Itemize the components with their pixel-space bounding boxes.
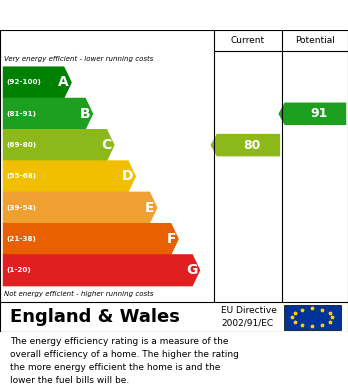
Text: F: F xyxy=(167,232,176,246)
Polygon shape xyxy=(3,129,115,161)
Text: A: A xyxy=(58,75,69,90)
Text: 91: 91 xyxy=(310,107,327,120)
Text: Energy Efficiency Rating: Energy Efficiency Rating xyxy=(10,7,213,23)
Text: EU Directive
2002/91/EC: EU Directive 2002/91/EC xyxy=(221,306,277,327)
Text: (21-38): (21-38) xyxy=(6,236,36,242)
Text: Not energy efficient - higher running costs: Not energy efficient - higher running co… xyxy=(4,291,154,297)
Text: G: G xyxy=(186,263,198,277)
Text: Potential: Potential xyxy=(295,36,335,45)
Text: Very energy efficient - lower running costs: Very energy efficient - lower running co… xyxy=(4,56,153,62)
Text: The energy efficiency rating is a measure of the
overall efficiency of a home. T: The energy efficiency rating is a measur… xyxy=(10,337,239,385)
Text: E: E xyxy=(145,201,155,215)
Polygon shape xyxy=(3,223,179,255)
Text: Current: Current xyxy=(231,36,265,45)
Bar xyxy=(284,305,341,330)
Text: C: C xyxy=(102,138,112,152)
Text: (1-20): (1-20) xyxy=(6,267,31,273)
Text: (92-100): (92-100) xyxy=(6,79,41,86)
Text: England & Wales: England & Wales xyxy=(10,308,180,326)
Polygon shape xyxy=(3,66,72,99)
Polygon shape xyxy=(3,98,93,130)
Text: B: B xyxy=(80,107,90,121)
Text: (81-91): (81-91) xyxy=(6,111,36,117)
Polygon shape xyxy=(3,254,200,286)
Polygon shape xyxy=(211,134,280,156)
Text: (69-80): (69-80) xyxy=(6,142,37,148)
Polygon shape xyxy=(3,160,136,192)
Text: (55-68): (55-68) xyxy=(6,173,37,179)
Polygon shape xyxy=(278,102,346,125)
Text: (39-54): (39-54) xyxy=(6,204,36,211)
Text: D: D xyxy=(122,169,133,183)
Polygon shape xyxy=(3,192,157,224)
Text: 80: 80 xyxy=(243,138,261,152)
